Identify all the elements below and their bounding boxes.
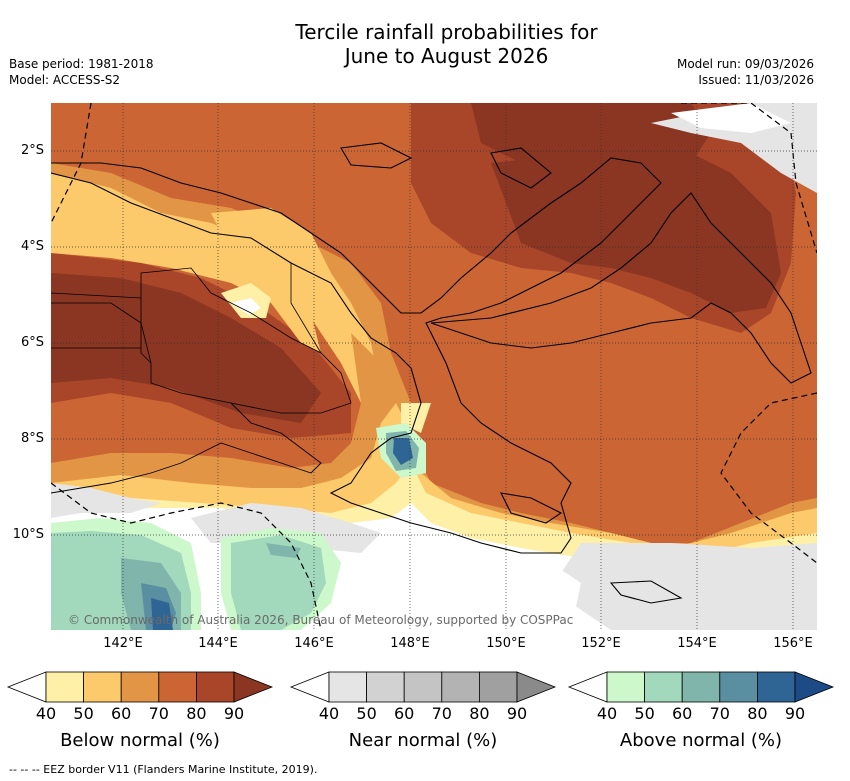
model-name: Model: ACCESS-S2: [9, 73, 121, 87]
above-tick-90: 90: [784, 704, 806, 723]
copyright-notice: © Commonwealth of Australia 2026, Bureau…: [68, 613, 574, 627]
eez-footnote: -- -- -- EEZ border V11 (Flanders Marine…: [9, 763, 318, 776]
near-tick-70: 70: [431, 704, 452, 723]
band-50-nw: [51, 173, 321, 353]
above-over-triangle: [794, 671, 835, 703]
lat-label-6s: 6°S: [20, 335, 44, 350]
near-under-triangle: [289, 671, 330, 703]
below-swatch-0: [45, 671, 84, 703]
above-50-sc: [231, 535, 326, 630]
near-swatch-2: [403, 671, 443, 703]
above-normal-title: Above normal (%): [619, 730, 783, 751]
below-tick-90: 90: [223, 704, 245, 723]
band-90-east: [491, 143, 781, 313]
probability-map: [51, 103, 817, 630]
map-title-line1: Tercile rainfall probabilities for: [295, 20, 598, 44]
lat-label-4s: 4°S: [20, 239, 44, 254]
below-under-triangle: [6, 671, 47, 703]
near-tick-80: 80: [469, 704, 490, 723]
lon-label-152e: 152°E: [581, 636, 621, 651]
above-tick-60: 60: [672, 704, 693, 723]
near-swatch-1: [366, 671, 405, 703]
lon-label-146e: 146°E: [294, 636, 334, 651]
near-40-west: [51, 483, 161, 518]
meta-right: Model run: 09/03/2026 Issued: 11/03/2026: [677, 56, 814, 88]
below-tick-80: 80: [186, 704, 207, 723]
above-swatch-2: [681, 671, 721, 703]
below-normal-title: Below normal (%): [60, 730, 220, 751]
near-swatch-4: [478, 671, 518, 703]
map-canvas: [51, 103, 817, 630]
below-swatch-3: [158, 671, 197, 703]
below-swatch-4: [195, 671, 235, 703]
lon-label-144e: 144°E: [198, 636, 238, 651]
near-white-patch: [231, 298, 261, 315]
eez-borders: [51, 103, 817, 630]
above-swatch-3: [719, 671, 758, 703]
below-swatch-1: [83, 671, 122, 703]
below-tick-40: 40: [35, 704, 57, 723]
near-tick-90: 90: [506, 704, 528, 723]
colorbar-near: [289, 671, 557, 703]
above-80-sw: [151, 598, 173, 630]
below-tick-70: 70: [148, 704, 169, 723]
above-swatch-4: [757, 671, 796, 703]
near-tick-50: 50: [356, 704, 377, 723]
near-40-se: [561, 543, 817, 630]
issued-date: Issued: 11/03/2026: [698, 73, 814, 87]
lon-label-142e: 142°E: [103, 636, 143, 651]
above-tick-40: 40: [596, 704, 618, 723]
colorbar-ticks: 40 50 60 70 80 90 40 50 60 70 80 90 40 50 60 70 80 90: [0, 704, 850, 726]
above-tick-80: 80: [747, 704, 768, 723]
lon-label-154e: 154°E: [677, 636, 717, 651]
lon-label-148e: 148°E: [390, 636, 430, 651]
near-tick-40: 40: [318, 704, 340, 723]
coastlines: [51, 142, 812, 604]
below-over-triangle: [233, 671, 274, 703]
band-90-west: [51, 273, 321, 423]
lat-label-8s: 8°S: [20, 431, 44, 446]
above-tick-70: 70: [709, 704, 730, 723]
lon-label-156e: 156°E: [773, 636, 813, 651]
above-tick-50: 50: [634, 704, 655, 723]
near-normal-title: Near normal (%): [348, 730, 498, 751]
above-swatch-0: [606, 671, 645, 703]
above-80-east: [393, 438, 413, 465]
above-under-triangle: [567, 671, 608, 703]
lon-label-150e: 150°E: [486, 636, 526, 651]
map-title-line2: June to August 2026: [344, 44, 549, 68]
model-run: Model run: 09/03/2026: [676, 57, 814, 71]
near-over-triangle: [516, 671, 557, 703]
base-period: Base period: 1981-2018: [9, 57, 154, 71]
colorbars: [6, 671, 835, 703]
near-swatch-0: [328, 671, 367, 703]
above-swatch-1: [644, 671, 683, 703]
colorbar-below: [6, 671, 274, 703]
meta-left: Base period: 1981-2018 Model: ACCESS-S2: [9, 56, 154, 88]
graticule: [51, 103, 817, 630]
below-tick-50: 50: [73, 704, 94, 723]
lat-label-2s: 2°S: [20, 143, 44, 158]
below-swatch-2: [120, 671, 160, 703]
band-50-central: [211, 208, 381, 403]
colorbar-above: [567, 671, 835, 703]
near-tick-60: 60: [394, 704, 415, 723]
lat-label-10s: 10°S: [12, 527, 44, 542]
below-tick-60: 60: [111, 704, 132, 723]
map-title: Tercile rainfall probabilities for June …: [0, 20, 850, 68]
near-swatch-3: [441, 671, 480, 703]
